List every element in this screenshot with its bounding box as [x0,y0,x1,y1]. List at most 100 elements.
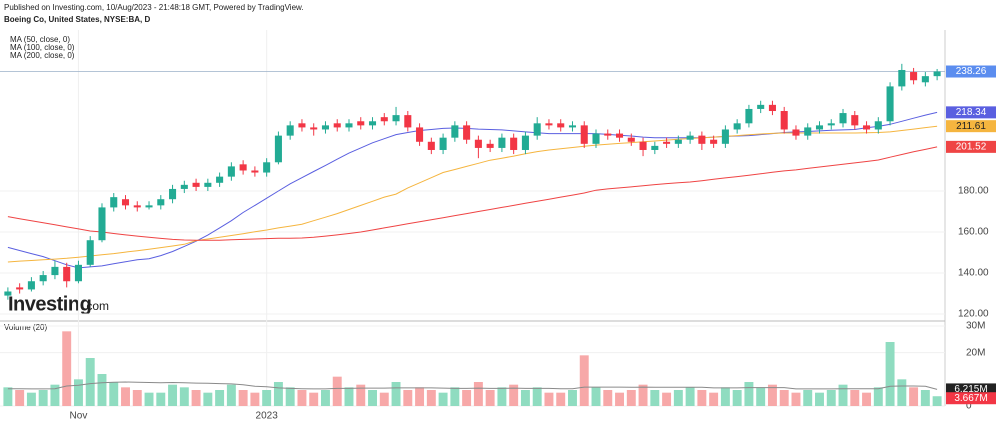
price-tag-label: 238.26 [956,66,987,77]
volume-bar [732,390,742,406]
volume-bar [473,382,483,406]
price-tag [946,140,996,153]
candle-body [404,115,412,128]
volume-bar [568,390,577,406]
volume-bar [368,390,377,406]
candle-body [39,275,47,282]
candle-body [380,117,388,122]
volume-bar [485,390,495,406]
candle-body [568,125,577,128]
volume-bar [462,390,472,406]
candle-body [639,141,647,150]
y-tick-label: 120.00 [958,309,989,320]
ma-line [7,125,938,263]
candle-body [274,135,282,163]
volume-bar [215,390,225,406]
candle-body [745,108,753,124]
candle-body [51,266,59,276]
candle-body [227,166,235,177]
volume-bar [638,384,648,406]
candle-body [439,137,447,150]
volume-bar [156,392,166,406]
volume-title: Volume (20) [4,323,47,332]
candle-body [251,170,259,173]
candle-body [721,129,729,144]
candle-body [863,125,871,130]
volume-bar [109,382,119,406]
candle-body [910,72,918,81]
volume-bar [744,382,754,406]
candle-body [627,137,635,142]
candle-body [510,137,518,150]
volume-bar [767,384,777,406]
candle-body [698,135,706,144]
candle-body [133,205,141,208]
legend-entry: MA (200, close, 0) [10,51,75,60]
candle-body [216,176,224,183]
candle-body [486,143,494,148]
candle-body [674,139,682,144]
volume-bar [544,392,554,406]
candle-body [192,182,200,187]
candle-body [416,127,424,142]
volume-bar [391,382,401,406]
candle-body [157,199,165,206]
candle-body [86,240,94,265]
volume-bar [273,382,283,406]
volume-bar [38,390,48,406]
candle-body [239,164,247,171]
candle-body [780,111,788,130]
candle-body [368,121,377,126]
volume-bar [815,392,824,406]
candle-body [357,121,365,126]
candle-body [616,133,624,138]
published-note: Published on Investing.com, 10/Aug/2023 … [4,3,304,12]
volume-bar [932,396,942,406]
candle-body [145,205,153,208]
legend-entry: MA (50, close, 0) [10,35,70,44]
volume-bar [920,390,930,406]
candle-body [686,135,694,140]
price-tag [946,392,996,405]
price-tag-label: 6.215M [954,384,987,395]
volume-bar [520,390,530,406]
candle-body [345,123,353,128]
price-tag [946,65,996,78]
volume-bar [556,392,566,406]
volume-bar [238,390,248,406]
volume-bar [803,390,813,406]
volume-tick-label: 0 [966,401,972,412]
candle-body [498,137,506,148]
volume-bar [862,392,872,406]
volume-bar [168,384,178,406]
candle-body [874,121,882,130]
volume-bar [62,331,72,406]
candle-body [545,123,553,126]
volume-bar [132,390,142,406]
ma-line [7,146,938,241]
logo: Investing [8,293,91,315]
candle-body [333,123,341,128]
volume-bar [532,387,542,406]
candle-body [804,127,812,136]
volume-tick-label: 30M [966,321,985,332]
volume-bar [97,374,107,406]
price-tag-label: 218.34 [956,107,987,118]
volume-bar [26,392,36,406]
price-tag-label: 3.667M [954,393,987,404]
candle-body [4,291,12,296]
volume-bar [885,342,895,406]
y-tick-label: 180.00 [958,186,989,197]
volume-bar [673,390,683,406]
candle-body [16,287,24,290]
volume-bar [262,390,272,406]
volume-bar [779,390,789,406]
volume-bar [873,387,883,406]
candle-body [533,123,541,136]
candle-body [757,104,765,109]
volume-bar [297,390,307,406]
volume-bar [356,384,366,406]
candle-body [204,182,212,187]
candle-body [110,197,118,208]
